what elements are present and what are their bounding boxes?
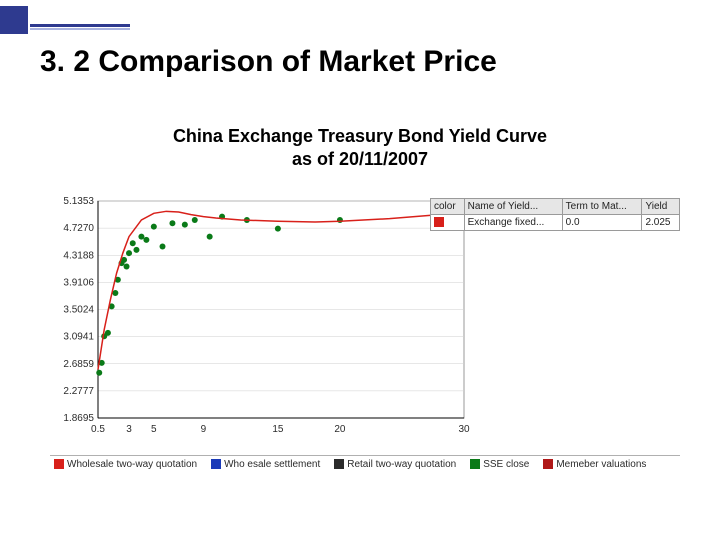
- svg-text:5: 5: [151, 424, 157, 435]
- svg-text:4.7270: 4.7270: [63, 223, 94, 234]
- series-color-swatch: [434, 217, 444, 227]
- svg-text:4.3188: 4.3188: [63, 250, 94, 261]
- svg-text:3.9106: 3.9106: [63, 277, 94, 288]
- svg-text:30: 30: [458, 424, 470, 435]
- legend-item: Wholesale two-way quotation: [50, 456, 197, 474]
- svg-text:1.8695: 1.8695: [63, 413, 94, 424]
- page-title: 3. 2 Comparison of Market Price: [40, 45, 700, 79]
- cell-yield: 2.025: [642, 215, 680, 231]
- slide-corner-decoration: [0, 0, 130, 45]
- legend-swatch: [470, 459, 480, 469]
- svg-text:15: 15: [272, 424, 284, 435]
- yield-curve-chart: 5.1353 4.7270 4.3188 3.9106 3.5024 3.0941 2.68…: [50, 195, 680, 450]
- footer-legend: Wholesale two-way quotation Who esale set…: [50, 455, 680, 474]
- chart-subtitle: China Exchange Treasury Bond Yield Curve…: [0, 125, 720, 170]
- table-row: Exchange fixed... 0.0 2.025: [431, 215, 680, 231]
- svg-text:20: 20: [334, 424, 346, 435]
- th-color: color: [431, 199, 465, 215]
- th-yield: Yield: [642, 199, 680, 215]
- svg-text:9: 9: [201, 424, 207, 435]
- yield-curve-svg: 5.1353 4.7270 4.3188 3.9106 3.5024 3.0941 2.68…: [50, 195, 470, 440]
- svg-text:3: 3: [126, 424, 132, 435]
- cell-color: [431, 215, 465, 231]
- svg-text:3.0941: 3.0941: [63, 332, 94, 343]
- th-term: Term to Mat...: [562, 199, 642, 215]
- svg-text:2.2777: 2.2777: [63, 386, 94, 397]
- cell-term: 0.0: [562, 215, 642, 231]
- svg-text:2.6859: 2.6859: [63, 359, 94, 370]
- cell-name: Exchange fixed...: [464, 215, 562, 231]
- series-info-table: color Name of Yield... Term to Mat... Yi…: [430, 198, 680, 231]
- svg-text:3.5024: 3.5024: [63, 305, 94, 316]
- th-name: Name of Yield...: [464, 199, 562, 215]
- legend-item: Memeber valuations: [539, 456, 646, 474]
- subtitle-line1: China Exchange Treasury Bond Yield Curve: [173, 126, 547, 146]
- legend-item: Who esale settlement: [207, 456, 320, 474]
- legend-item: SSE close: [466, 456, 529, 474]
- svg-text:0.5: 0.5: [91, 424, 105, 435]
- subtitle-line2: as of 20/11/2007: [292, 149, 428, 169]
- legend-swatch: [334, 459, 344, 469]
- legend-swatch: [211, 459, 221, 469]
- legend-swatch: [543, 459, 553, 469]
- legend-swatch: [54, 459, 64, 469]
- legend-item: Retail two-way quotation: [330, 456, 456, 474]
- svg-text:5.1353: 5.1353: [63, 196, 94, 207]
